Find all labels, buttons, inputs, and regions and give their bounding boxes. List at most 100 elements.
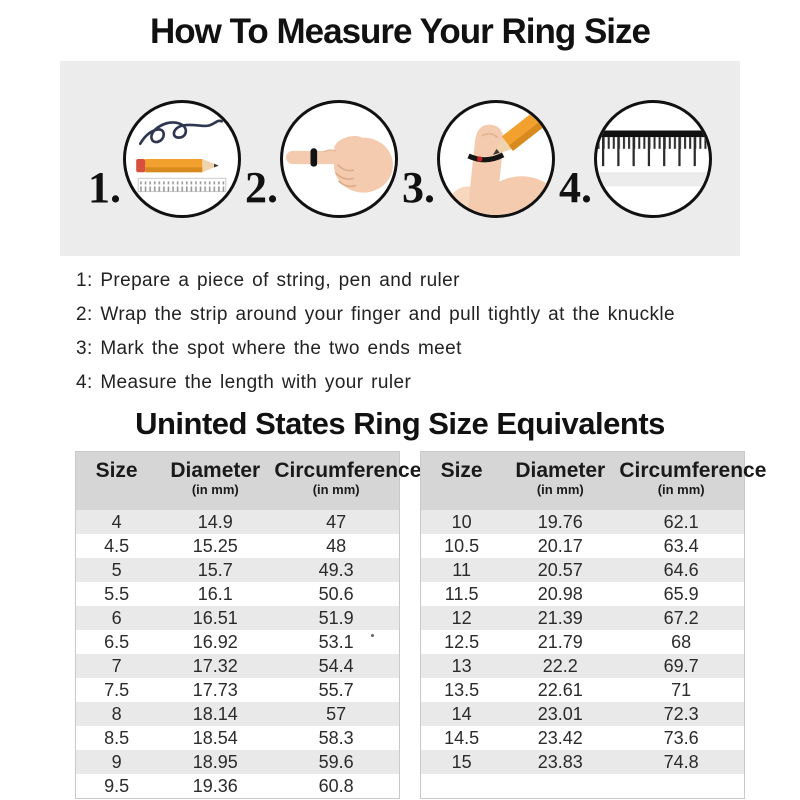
table-row: 10.5 20.17 63.4 [420,534,745,558]
table-cell: 9.5 [104,775,130,796]
table-cell: 60.8 [318,775,354,796]
table-row: 5 15.7 49.3 [75,558,400,582]
column-header-circumference: Circumference (in mm) [618,451,766,510]
table-row: 13 22.2 69.7 [420,654,745,678]
column-header-circumference: Circumference (in mm) [273,451,421,510]
table-row: 6 16.51 51.9 [75,606,400,630]
table-cell: 15 [451,751,472,772]
size-equivalents-tables: Size Diameter (in mm) Circumference (in … [75,451,766,799]
table-cell: 62.1 [663,511,699,532]
table-cell: 7.5 [104,679,130,700]
table-cell: 16.51 [192,607,238,628]
column-label: Diameter [515,459,606,482]
table-cell: 13 [451,655,472,676]
table-cell: 8.5 [104,727,130,748]
page-title: How To Measure Your Ring Size [150,12,651,51]
table-row: 14.5 23.42 73.6 [420,726,745,750]
table-row: 9 18.95 59.6 [75,750,400,774]
table-row: 11.5 20.98 65.9 [420,582,745,606]
table-row: 11 20.57 64.6 [420,558,745,582]
instruction-line: 1: Prepare a piece of string, pen and ru… [76,270,460,291]
table-cell: 20.57 [537,559,583,580]
header-row: Size Diameter (in mm) Circumference (in … [75,451,421,510]
table-cell: 10.5 [444,535,480,556]
header-row: Size Diameter (in mm) Circumference (in … [420,451,766,510]
table-cell: 12 [451,607,472,628]
table-cell: 69.7 [663,655,699,676]
table-row: 6.5 16.92 53.1 [75,630,400,654]
table-cell: 51.9 [318,607,354,628]
column-label: Size [95,459,138,482]
table-cell: 16.1 [197,583,233,604]
instruction-line: 3: Mark the spot where the two ends meet [76,338,462,359]
table-cell: 15.7 [197,559,233,580]
table-body: 10 19.76 62.1 10.5 20.17 63.4 11 20.57 64.6 11.5 2… [420,510,745,799]
instruction-line: 2: Wrap the strip around your finger and… [76,304,675,325]
column-header-diameter: Diameter (in mm) [502,451,619,510]
column-unit: (in mm) [536,482,584,497]
column-header-diameter: Diameter (in mm) [157,451,274,510]
table-cell: 11.5 [444,583,479,604]
instructions-list: 1: Prepare a piece of string, pen and ru… [76,270,800,393]
mark-string-on-finger-icon [437,99,555,218]
table-cell: 23.83 [537,751,583,772]
ruler-icon [594,99,712,218]
table-cell: 64.6 [663,559,699,580]
table-cell: 16.92 [192,631,238,652]
step-1-number: 1. [88,162,121,212]
table-cell: 53.1 [318,631,354,652]
step-4: 4. [559,99,712,218]
table-cell [421,774,503,799]
stray-mark [371,634,374,637]
table-row: 14 23.01 72.3 [420,702,745,726]
table-cell: 67.2 [663,607,699,628]
table-cell: 21.79 [537,631,583,652]
column-label: Diameter [170,459,261,482]
table-cell: 5.5 [104,583,130,604]
table-cell: 12.5 [444,631,480,652]
table-row: 10 19.76 62.1 [420,510,745,534]
table-row: 13.5 22.61 71 [420,678,745,702]
table-cell: 17.32 [192,655,238,676]
table-cell: 50.6 [318,583,354,604]
table-cell: 19.36 [192,775,238,796]
ring-size-table-left: Size Diameter (in mm) Circumference (in … [75,451,421,799]
table-cell: 49.3 [318,559,354,580]
table-cell: 23.42 [537,727,583,748]
column-unit: (in mm) [657,482,705,497]
table-cell: 65.9 [663,583,699,604]
column-unit: (in mm) [312,482,360,497]
table-row: 5.5 16.1 50.6 [75,582,400,606]
column-unit: (in mm) [191,482,239,497]
table-row: 12.5 21.79 68 [420,630,745,654]
column-label: Circumference [274,459,422,482]
table-row: 8.5 18.54 58.3 [75,726,400,750]
table-cell: 11 [452,559,471,580]
instruction-line: 4: Measure the length with your ruler [76,372,412,393]
table-cell: 18.95 [192,751,238,772]
table-row: 8 18.14 57 [75,702,400,726]
steps-banner: 1. [60,61,740,256]
table-cell: 71 [671,679,692,700]
section-title: Uninted States Ring Size Equivalents [135,406,665,441]
step-3-number: 3. [402,162,435,212]
table-cell [502,774,618,799]
table-cell: 63.4 [663,535,699,556]
table-row: 4.5 15.25 48 [75,534,400,558]
table-cell: 47 [326,511,347,532]
table-cell: 18.14 [192,703,238,724]
table-cell: 55.7 [318,679,354,700]
table-cell [618,774,744,799]
table-cell: 20.98 [537,583,583,604]
table-cell: 18.54 [192,727,238,748]
table-cell: 21.39 [537,607,583,628]
table-cell: 17.73 [192,679,238,700]
step-2: 2. [245,99,398,218]
table-header: Size Diameter (in mm) Circumference (in … [420,451,766,510]
column-header-size: Size [420,451,503,510]
step-2-number: 2. [245,162,278,212]
column-header-size: Size [75,451,158,510]
column-label: Circumference [619,459,767,482]
table-cell: 22.2 [542,655,578,676]
table-row: 12 21.39 67.2 [420,606,745,630]
